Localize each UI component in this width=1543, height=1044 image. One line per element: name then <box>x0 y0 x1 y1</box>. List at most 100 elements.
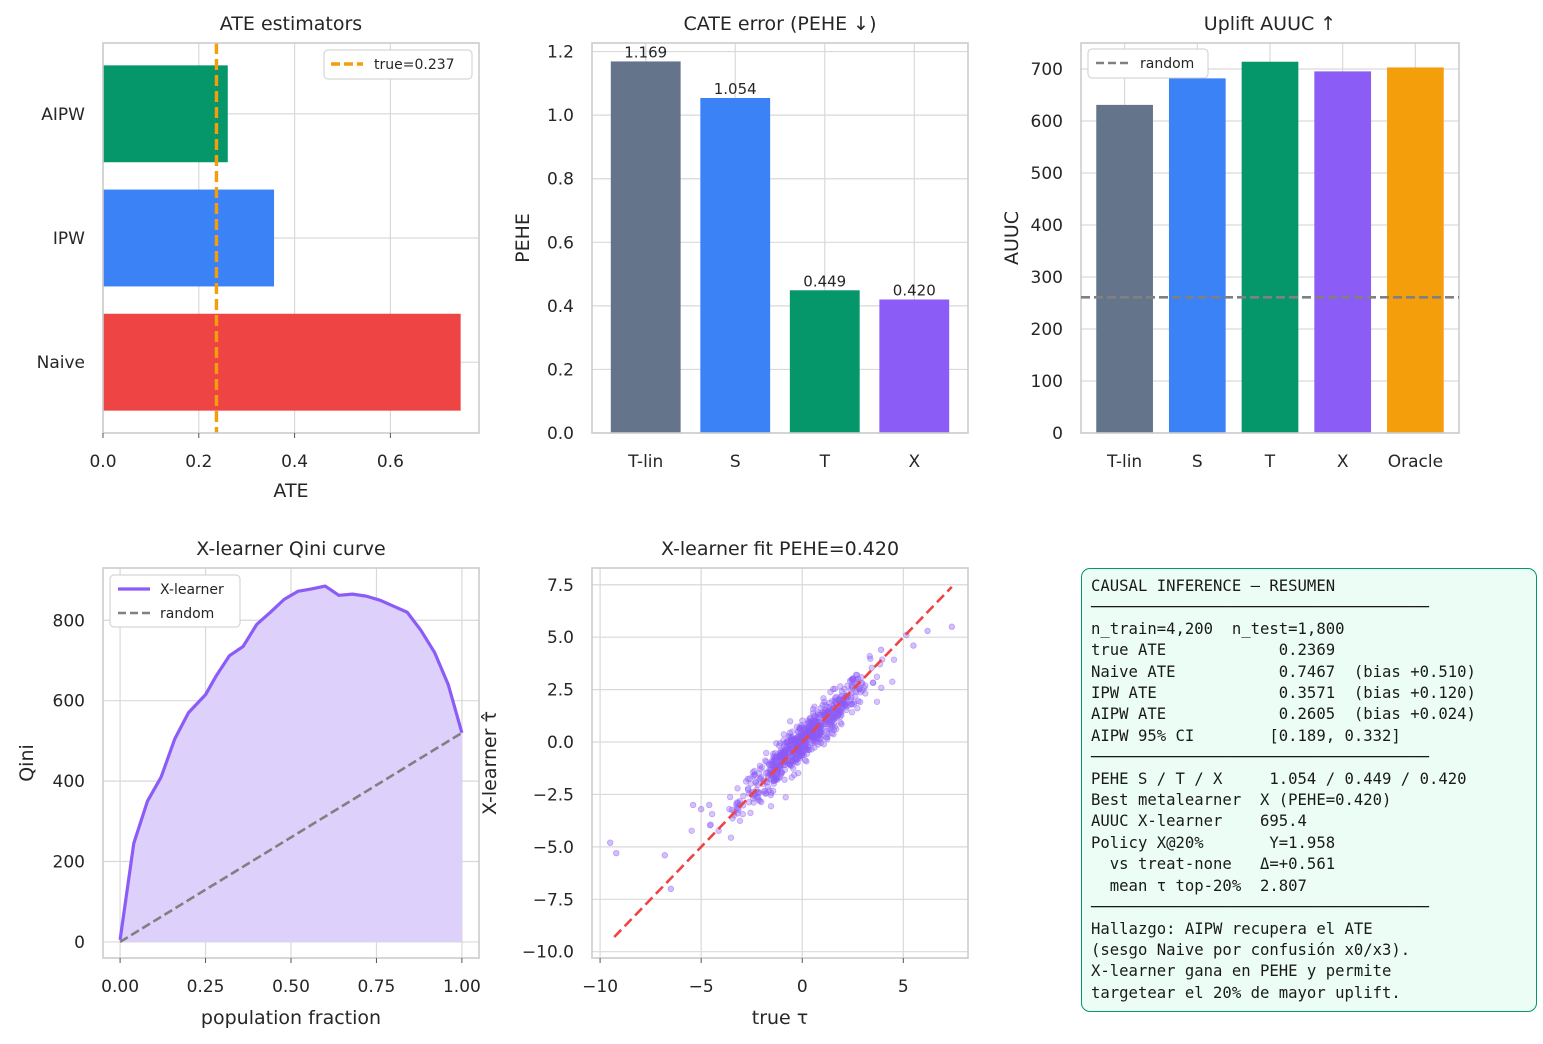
fit-point <box>756 797 764 805</box>
fit-point <box>797 745 805 752</box>
fit-point <box>811 713 819 720</box>
fit-point <box>776 773 783 781</box>
fit-point <box>790 757 797 764</box>
fit-point <box>850 701 857 708</box>
pehe-axes-frame <box>591 42 969 434</box>
fit-point <box>782 750 789 757</box>
fit-point <box>747 809 754 817</box>
fit-point <box>839 702 846 709</box>
fit-point <box>776 752 783 759</box>
fit-point <box>792 736 799 744</box>
fit-point <box>796 753 803 761</box>
fit-point <box>805 723 812 730</box>
summary-line: Policy X@20% Y=1.958 <box>1091 833 1336 852</box>
fit-point <box>820 710 828 717</box>
summary-line: Hallazgo: AIPW recupera el ATE <box>1091 919 1373 938</box>
fit-point <box>807 718 815 725</box>
summary-line: Best metalearner X (PEHE=0.420) <box>1091 791 1392 810</box>
fit-point <box>862 690 869 697</box>
summary-line: vs treat-none Δ=+0.561 <box>1091 855 1336 874</box>
fit-point <box>850 698 858 706</box>
fit-point <box>794 759 801 766</box>
fit-y-tick-label: −10.0 <box>522 943 574 963</box>
fit-point <box>778 769 786 776</box>
fit-point <box>844 682 851 689</box>
fit-point <box>825 717 833 724</box>
fit-point <box>809 720 816 727</box>
fit-point <box>776 740 784 747</box>
fit-point <box>801 742 809 749</box>
fit-point <box>812 738 819 745</box>
fit-point <box>661 852 668 859</box>
fit-point <box>785 746 792 754</box>
fit-point <box>837 713 844 720</box>
fit-point <box>836 707 843 715</box>
fit-point <box>855 697 862 705</box>
ate-axes-frame <box>102 42 480 434</box>
fit-y-tick-label: −5.0 <box>533 838 574 858</box>
fit-point <box>780 731 788 738</box>
summary-line: ──────────────────────────────────── <box>1091 748 1429 767</box>
summary-line: IPW ATE 0.3571 (bias +0.120) <box>1091 684 1476 703</box>
fit-point <box>824 733 831 741</box>
fit-point <box>796 748 804 755</box>
fit-point <box>823 734 830 741</box>
fit-point <box>801 727 808 734</box>
fit-point <box>817 735 824 742</box>
qini-x-tick-label: 1.00 <box>443 977 481 997</box>
ate-x-tick-label: 0.6 <box>377 452 404 472</box>
ate-x-tick-label: 0.4 <box>281 452 308 472</box>
fit-point <box>832 714 839 721</box>
fit-point <box>791 755 799 762</box>
fit-point <box>800 729 807 737</box>
fit-point <box>816 711 824 718</box>
fit-point <box>789 758 797 765</box>
fit-point <box>817 735 825 742</box>
fit-point <box>803 721 811 728</box>
fit-point <box>786 742 794 749</box>
ate-title: ATE estimators <box>220 13 362 35</box>
fit-point <box>783 743 790 750</box>
fit-point <box>857 698 864 706</box>
fit-point <box>813 734 821 741</box>
auuc-bar-t-lin <box>1096 104 1153 433</box>
ate-chart: Naive IPW AIPW 0.0 0.2 0.4 0.6 ATE ATE estimator… <box>37 13 480 502</box>
fit-point <box>803 750 811 757</box>
fit-point <box>817 726 824 733</box>
pehe-x-tick-label: T-lin <box>627 452 663 472</box>
fit-point <box>689 801 697 809</box>
fit-point <box>784 738 791 745</box>
fit-point <box>820 711 827 718</box>
qini-y-tick-label: 200 <box>53 853 85 873</box>
fit-point <box>854 675 862 682</box>
qini-legend-label-random: random <box>160 606 214 622</box>
fit-point <box>792 759 799 766</box>
fit-point <box>799 750 806 757</box>
qini-x-axis-label: population fraction <box>201 1007 381 1029</box>
fit-point <box>776 752 783 760</box>
fit-point <box>839 700 846 708</box>
fit-point <box>834 696 842 704</box>
fit-point <box>811 716 818 723</box>
fit-point <box>757 775 764 782</box>
fit-point <box>831 714 838 721</box>
auuc-bar-t <box>1241 61 1299 433</box>
auuc-y-axis-label: AUUC <box>1001 211 1023 265</box>
fit-point <box>858 674 865 681</box>
fit-point <box>802 746 810 753</box>
fit-point <box>818 732 825 739</box>
fit-point <box>758 798 765 806</box>
fit-point <box>809 740 816 747</box>
fit-point <box>789 728 796 735</box>
fit-point <box>852 671 860 679</box>
fit-point <box>771 777 778 784</box>
fit-point <box>777 752 784 760</box>
fit-point <box>760 788 768 795</box>
fit-point <box>841 685 848 693</box>
fit-point <box>708 810 716 818</box>
fit-point <box>767 762 775 769</box>
fit-point <box>816 712 823 719</box>
fit-point <box>797 731 804 739</box>
fit-point <box>779 750 786 757</box>
